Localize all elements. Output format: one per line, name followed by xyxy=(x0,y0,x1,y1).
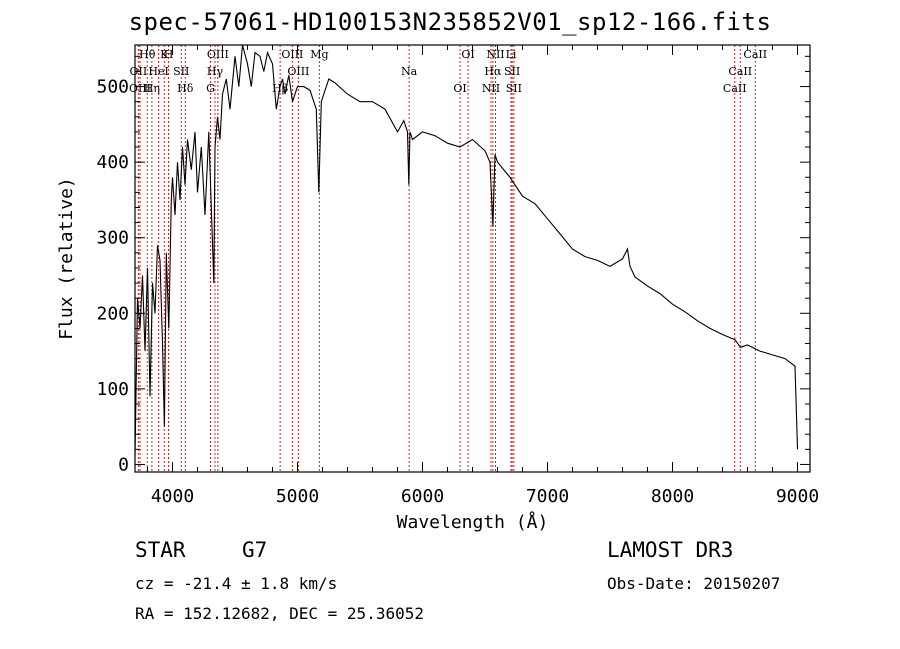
spectral-line-label: Mg xyxy=(310,48,328,61)
spectral-line-label: K xyxy=(160,48,169,61)
y-axis: 0 100 200 300 400 500 xyxy=(96,55,810,475)
y-tick-label: 200 xyxy=(96,303,129,324)
spectral-line-label: SII xyxy=(504,65,520,78)
x-tick-label: 9000 xyxy=(776,486,819,507)
redshift-value: cz = -21.4 ± 1.8 km/s xyxy=(135,574,338,593)
spectral-line-label: HeI xyxy=(148,65,168,78)
coordinates: RA = 152.12682, DEC = 25.36052 xyxy=(135,604,424,623)
spectral-line-labels: HθOIIOIIIKHeIHηHSIIHδOIIIHγGOIIIOIIIHβMg… xyxy=(129,48,767,95)
spectrum-line xyxy=(134,44,799,457)
spectral-line-label: Hθ xyxy=(139,48,156,61)
spectral-line-markers xyxy=(137,45,756,472)
x-tick-label: 4000 xyxy=(151,486,194,507)
spectral-line-label: OI xyxy=(461,48,474,61)
spectral-line-label: Na xyxy=(401,65,418,78)
spectral-line-label: Li xyxy=(506,48,517,61)
y-tick-label: 500 xyxy=(96,77,129,98)
y-tick-label: 100 xyxy=(96,379,129,400)
spectral-line-label: Hη xyxy=(144,82,160,95)
spectral-line-label: CaII xyxy=(743,48,767,61)
y-axis-label: Flux (relative) xyxy=(56,177,77,340)
y-tick-label: 400 xyxy=(96,152,129,173)
x-tick-label: 8000 xyxy=(651,486,694,507)
y-tick-label: 300 xyxy=(96,228,129,249)
spectral-line-label: CaII xyxy=(728,65,752,78)
x-tick-label: 7000 xyxy=(526,486,569,507)
spectral-line-label: NII xyxy=(486,48,504,61)
spectral-line-label: OI xyxy=(453,82,466,95)
x-tick-label: 5000 xyxy=(276,486,319,507)
object-subclass: G7 xyxy=(242,538,268,562)
spectral-line-label: Hγ xyxy=(207,65,224,78)
spectral-line-label: OIII xyxy=(207,48,229,61)
x-tick-label: 6000 xyxy=(401,486,444,507)
spectral-line-label: OIII xyxy=(281,48,303,61)
spectral-line-label: G xyxy=(206,82,215,95)
spectral-line-label: OIII xyxy=(287,65,309,78)
spectral-line-label: H xyxy=(164,48,174,61)
spectral-line-label: CaII xyxy=(723,82,747,95)
chart-title: spec-57061-HD100153N235852V01_sp12-166.f… xyxy=(128,8,772,36)
plot-frame xyxy=(134,44,811,473)
observation-date: Obs-Date: 20150207 xyxy=(607,574,781,593)
x-axis-label: Wavelength (Å) xyxy=(397,511,549,533)
spectral-line-label: Hδ xyxy=(177,82,194,95)
spectral-line-label: Hα xyxy=(484,65,502,78)
spectral-line-label: NII xyxy=(482,82,500,95)
x-axis: 4000 5000 6000 7000 8000 9000 xyxy=(147,45,819,507)
survey-name: LAMOST DR3 xyxy=(607,538,734,562)
object-class: STAR xyxy=(135,538,186,562)
spectral-line-label: SII xyxy=(506,82,522,95)
spectral-line-label: SII xyxy=(173,65,189,78)
y-tick-label: 0 xyxy=(118,454,129,475)
